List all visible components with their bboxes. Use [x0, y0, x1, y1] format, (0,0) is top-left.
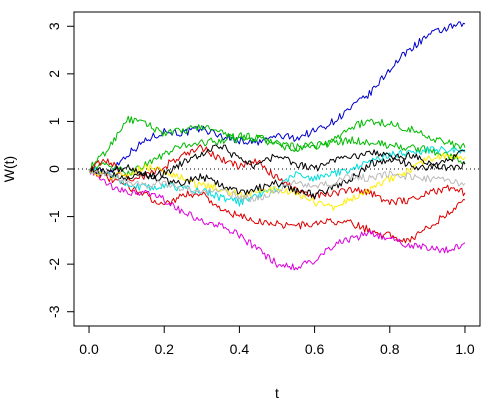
y-axis-title: W(t) [1, 156, 17, 182]
x-tick-label: 0.8 [380, 341, 400, 357]
x-tick-label: 0.0 [79, 341, 99, 357]
series-line-10 [88, 151, 466, 200]
series-line-5 [88, 144, 466, 206]
series-line-4 [88, 168, 466, 244]
series-line-3 [88, 132, 466, 178]
x-tick-label: 0.4 [230, 341, 250, 357]
x-tick-label: 1.0 [455, 341, 475, 357]
y-axis: -3 -2 -1 0 1 2 3 [46, 22, 75, 318]
series-layer [88, 21, 466, 271]
y-tick-label: 2 [46, 70, 62, 78]
series-line-7 [88, 146, 466, 207]
series-line-2 [88, 115, 466, 172]
y-tick-label: 0 [46, 165, 62, 173]
x-tick-label: 0.2 [154, 341, 174, 357]
series-line-6 [88, 168, 466, 271]
y-tick-label: 3 [46, 22, 62, 30]
y-tick-label: -1 [46, 210, 62, 223]
y-tick-label: -3 [46, 305, 62, 318]
series-line-1 [88, 21, 466, 177]
y-tick-label: -2 [46, 258, 62, 271]
x-axis: 0.0 0.2 0.4 0.6 0.8 1.0 [79, 325, 475, 357]
y-tick-label: 1 [46, 117, 62, 125]
x-tick-label: 0.6 [305, 341, 325, 357]
series-line-11 [88, 168, 466, 203]
series-line-9 [88, 144, 466, 180]
x-axis-title: t [275, 385, 279, 401]
